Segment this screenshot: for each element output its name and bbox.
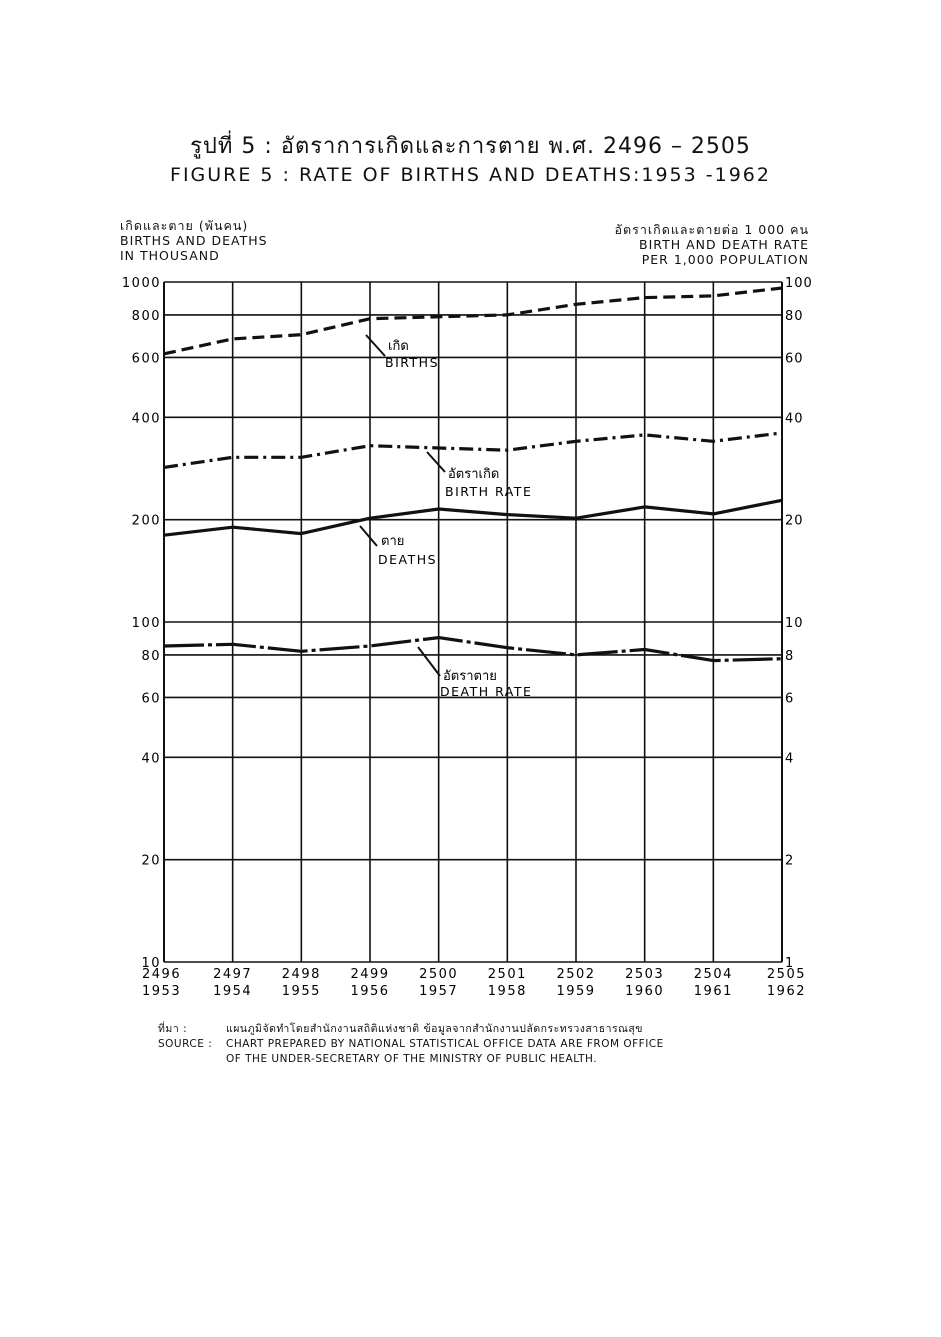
birth-rate-label-thai: อัตราเกิด [448,467,499,482]
left-tick-label: 100 [132,616,161,631]
left-tick-label: 20 [141,854,161,869]
right-tick-label: 1 [785,956,794,971]
right-axis-label: อัตราเกิดและตายต่อ 1 000 คน BIRTH AND DE… [615,222,809,267]
left-tick-label: 600 [132,351,161,366]
x-tick-label-be: 2505 [767,967,806,982]
right-tick-label: 80 [785,309,804,324]
x-tick-label-ad: 1954 [213,984,252,999]
left-tick-label: 40 [141,751,161,766]
left-tick-label: 800 [132,309,161,324]
left-tick-label: 400 [132,411,161,426]
axis-tick-labels: 1000 800 600 400 200 100 80 60 40 20 10 100 80 60 40 20… [122,276,813,999]
source-label-thai: ที่มา : [158,1023,188,1035]
x-tick-label-ad: 1955 [282,984,321,999]
source-text-english-line1: CHART PREPARED BY NATIONAL STATISTICAL O… [226,1038,664,1050]
right-tick-label: 10 [785,616,804,631]
chart-grid [163,281,783,963]
x-tick-label-be: 2500 [419,967,458,982]
chart-title-english: FIGURE 5 : RATE OF BIRTHS AND DEATHS:195… [170,164,771,186]
x-tick-label-be: 2498 [282,967,321,982]
left-tick-label: 60 [141,691,161,706]
left-tick-label: 200 [132,514,161,529]
deaths-label-thai: ตาย [381,534,404,549]
left-axis-label-en-line2: IN THOUSAND [120,248,220,263]
death-rate-label-english: DEATH RATE [440,684,532,699]
death-rate-label-leader [417,646,441,677]
right-tick-label: 6 [785,691,794,706]
x-tick-label-be: 2499 [350,967,389,982]
x-tick-label-ad: 1960 [625,984,664,999]
left-axis-label-thai: เกิดและตาย (พันคน) [120,218,249,233]
x-tick-label-be: 2503 [625,967,664,982]
source-label-english: SOURCE : [158,1038,213,1050]
left-axis-label-en-line1: BIRTHS AND DEATHS [120,233,268,248]
source-text-thai: แผนภูมิจัดทำโดยสำนักงานสถิติแห่งชาติ ข้อ… [226,1023,643,1035]
x-tick-label-be: 2502 [556,967,595,982]
right-tick-label: 60 [785,351,804,366]
births-line [163,286,783,356]
left-axis-label: เกิดและตาย (พันคน) BIRTHS AND DEATHS IN … [120,218,268,263]
chart-title-thai: รูปที่ 5 : อัตราการเกิดและการตาย พ.ศ. 24… [190,134,751,159]
chart-series [163,286,783,663]
deaths-line [163,498,783,537]
right-axis-label-en-line1: BIRTH AND DEATH RATE [639,237,809,252]
right-tick-label: 8 [785,649,794,664]
right-axis-label-en-line2: PER 1,000 POPULATION [641,252,809,267]
death-rate-label-thai: อัตราตาย [443,669,497,684]
source-note: ที่มา : แผนภูมิจัดทำโดยสำนักงานสถิติแห่งช… [158,1022,664,1067]
left-tick-label: 10 [141,956,161,971]
source-text-english-line2: OF THE UNDER-SECRETARY OF THE MINISTRY O… [226,1053,598,1065]
x-tick-label-ad: 1962 [767,984,806,999]
x-tick-label-ad: 1956 [350,984,389,999]
death-rate-line [163,635,783,663]
x-tick-label-be: 2504 [694,967,733,982]
deaths-label-english: DEATHS [378,552,437,567]
birth-rate-label-english: BIRTH RATE [445,484,532,499]
birth-rate-label-leader [426,451,446,473]
x-tick-label-be: 2501 [488,967,527,982]
x-tick-label-ad: 1959 [556,984,595,999]
births-label-thai: เกิด [388,339,409,354]
left-tick-label: 1000 [122,276,161,291]
right-axis-label-thai: อัตราเกิดและตายต่อ 1 000 คน [614,222,809,237]
birth-rate-line [163,431,783,469]
births-label-leader [365,334,386,357]
right-tick-label: 100 [785,276,813,291]
x-tick-label-be: 2497 [213,967,252,982]
births-label-english: BIRTHS [385,355,439,370]
x-tick-label-ad: 1958 [488,984,527,999]
right-tick-label: 40 [785,411,804,426]
x-tick-label-be: 2496 [142,967,181,982]
right-tick-label: 2 [785,854,794,869]
x-tick-label-ad: 1957 [419,984,458,999]
deaths-label-leader [359,525,378,547]
x-tick-label-ad: 1961 [694,984,733,999]
right-tick-label: 4 [785,751,794,766]
right-tick-label: 20 [785,514,804,529]
x-tick-label-ad: 1953 [142,984,181,999]
left-tick-label: 80 [141,649,161,664]
